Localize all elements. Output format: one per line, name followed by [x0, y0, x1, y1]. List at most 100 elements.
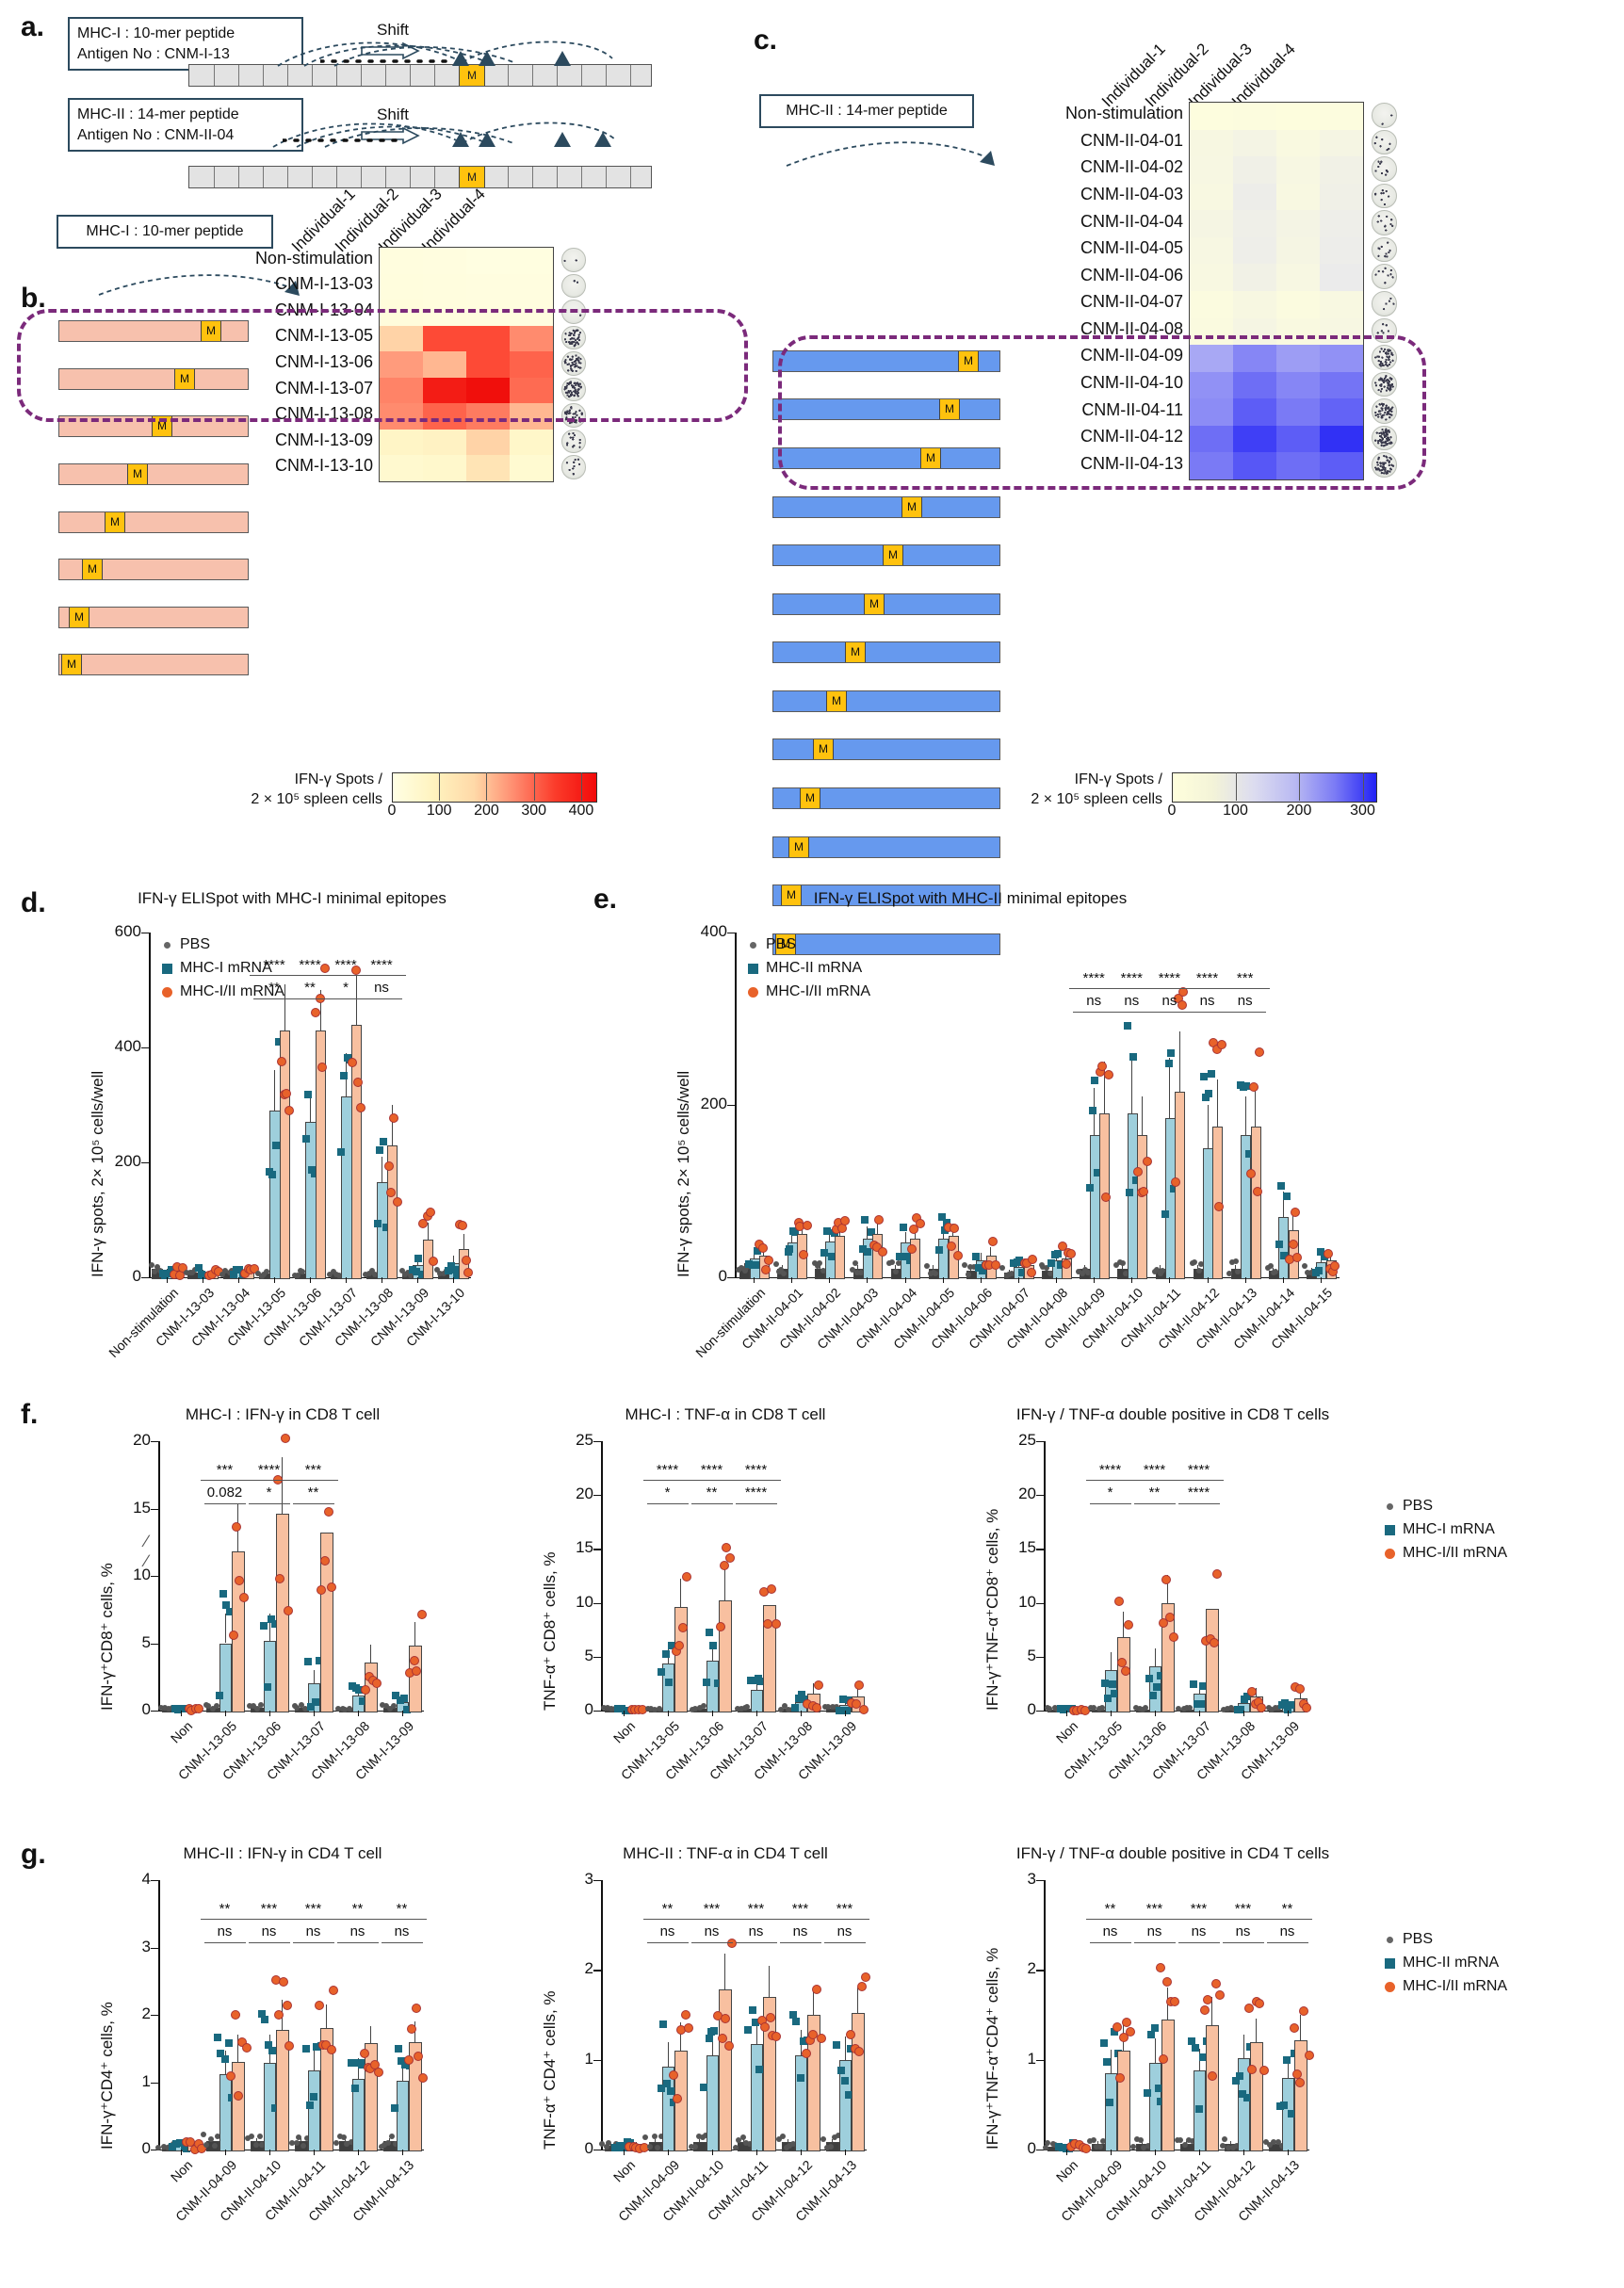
heatmap-cell[interactable]: [510, 455, 553, 481]
bar-mhc-ii-mrna[interactable]: [1128, 1113, 1138, 1279]
heatmap-cell[interactable]: [423, 274, 466, 300]
heatmap-cell[interactable]: [1320, 264, 1363, 291]
heatmap-cell[interactable]: [423, 378, 466, 404]
panel-e-chart[interactable]: 0 200 400 IFN-γ spots, 2× 10⁵ cells/well Non…: [680, 933, 1340, 1281]
heatmap-cell[interactable]: [1190, 426, 1233, 453]
heatmap-cell[interactable]: [466, 351, 510, 378]
heatmap-cell[interactable]: [423, 248, 466, 274]
heatmap-cell[interactable]: [510, 351, 553, 378]
heatmap-cell[interactable]: [1233, 291, 1276, 318]
bar-mhc-ii-mrna[interactable]: [1165, 1118, 1176, 1279]
heatmap-cell[interactable]: [1190, 103, 1233, 130]
heatmap-cell[interactable]: [1276, 452, 1320, 479]
heatmap-cell[interactable]: [1320, 318, 1363, 346]
heatmap-cell[interactable]: [1190, 156, 1233, 184]
heatmap-cell[interactable]: [510, 403, 553, 430]
heatmap-cell[interactable]: [1233, 452, 1276, 479]
heatmap-cell[interactable]: [466, 430, 510, 456]
legend-item-pbs[interactable]: PBS: [1385, 1931, 1507, 1948]
heatmap-cell[interactable]: [423, 351, 466, 378]
heatmap-cell[interactable]: [1320, 184, 1363, 211]
bar-mhc-ii-mrna[interactable]: [1105, 2073, 1117, 2151]
bar-mhc-i-mrna[interactable]: [305, 1122, 316, 1279]
bar-mhc-i-mrna[interactable]: [264, 1641, 276, 1712]
bar-mhc-i-ii-mrna[interactable]: [1251, 1127, 1261, 1279]
legend-item-mhc1-mrna[interactable]: MHC-I mRNA: [1385, 1521, 1507, 1538]
bar-mhc-i-ii-mrna[interactable]: [719, 1600, 731, 1712]
heatmap-cell[interactable]: [1190, 398, 1233, 426]
heatmap-cell[interactable]: [466, 274, 510, 300]
heatmap-cell[interactable]: [380, 326, 423, 352]
bar-mhc-i-ii-mrna[interactable]: [1206, 2025, 1218, 2151]
heatmap-cell[interactable]: [423, 430, 466, 456]
heatmap-cell[interactable]: [1233, 210, 1276, 237]
legend-item[interactable]: MHC-I/II mRNA: [748, 983, 870, 1000]
heatmap-cell[interactable]: [1276, 130, 1320, 157]
bar-mhc-i-ii-mrna[interactable]: [1250, 2042, 1262, 2151]
heatmap-cell[interactable]: [1190, 345, 1233, 372]
bar-mhc-ii-mrna[interactable]: [219, 2074, 232, 2151]
heatmap-cell[interactable]: [1276, 184, 1320, 211]
heatmap-cell[interactable]: [1190, 372, 1233, 399]
bar-mhc-i-ii-mrna[interactable]: [280, 1030, 290, 1279]
bar-mhc-ii-mrna[interactable]: [1203, 1148, 1213, 1279]
legend-item-mhc2-mrna[interactable]: MHC-II mRNA: [1385, 1955, 1507, 1972]
heatmap-cell[interactable]: [1320, 156, 1363, 184]
heatmap-cell[interactable]: [423, 300, 466, 326]
heatmap-cell[interactable]: [1320, 237, 1363, 265]
legend-item[interactable]: PBS: [162, 936, 284, 953]
heatmap-cell[interactable]: [1190, 210, 1233, 237]
heatmap-cell[interactable]: [1276, 318, 1320, 346]
heatmap-cell[interactable]: [1320, 398, 1363, 426]
heatmap-cell[interactable]: [1320, 372, 1363, 399]
heatmap-cell[interactable]: [1190, 130, 1233, 157]
heatmap-cell[interactable]: [510, 274, 553, 300]
heatmap-cell[interactable]: [1320, 345, 1363, 372]
panel-f1-chart[interactable]: 0 5 10 15 20 IFN-γ⁺CD8⁺ cells, % Non CNM-I-13-0…: [104, 1441, 424, 1714]
bar-mhc-i-mrna[interactable]: [219, 1644, 232, 1713]
heatmap-cell[interactable]: [1320, 130, 1363, 157]
heatmap-cell[interactable]: [510, 248, 553, 274]
panel-g2-chart[interactable]: 0 1 2 3 TNF-α⁺ CD4⁺ cells, % Non CNM-II-04-09 C…: [546, 1880, 867, 2153]
heatmap-cell[interactable]: [1276, 291, 1320, 318]
heatmap-cell[interactable]: [1320, 426, 1363, 453]
bar-mhc-i-ii-mrna[interactable]: [1117, 2051, 1129, 2151]
bar-mhc-i-mrna[interactable]: [269, 1111, 280, 1279]
heatmap-cell[interactable]: [1233, 398, 1276, 426]
heatmap-cell[interactable]: [510, 300, 553, 326]
bar-mhc-ii-mrna[interactable]: [1278, 1217, 1289, 1279]
heatmap-cell[interactable]: [1190, 264, 1233, 291]
bar-mhc-ii-mrna[interactable]: [1090, 1135, 1100, 1279]
heatmap-cell[interactable]: [1190, 291, 1233, 318]
panel-g1-chart[interactable]: 0 1 2 3 4 IFN-γ⁺CD4⁺ cells, % Non CNM-II-04-09 C…: [104, 1880, 424, 2153]
bar-mhc-ii-mrna[interactable]: [795, 2055, 807, 2151]
heatmap-cell[interactable]: [466, 300, 510, 326]
heatmap-cell[interactable]: [1233, 103, 1276, 130]
panel-g3-chart[interactable]: 0 1 2 3 IFN-γ⁺TNF-α⁺CD4⁺ cells, % Non CNM-II-0…: [989, 1880, 1309, 2153]
panel-d-chart[interactable]: 0 200 400 600 IFN-γ spots, 2× 10⁵ cells/well…: [94, 933, 471, 1281]
heatmap-cell[interactable]: [380, 430, 423, 456]
heatmap-cell[interactable]: [380, 274, 423, 300]
heatmap-cell[interactable]: [1233, 130, 1276, 157]
heatmap-cell[interactable]: [1320, 452, 1363, 479]
heatmap-cell[interactable]: [380, 378, 423, 404]
heatmap-cell[interactable]: [423, 403, 466, 430]
legend-item[interactable]: MHC-II mRNA: [748, 960, 870, 977]
legend-item-pbs[interactable]: PBS: [1385, 1498, 1507, 1515]
legend-item-mhc12-mrna[interactable]: MHC-I/II mRNA: [1385, 1978, 1507, 1995]
heatmap-cell[interactable]: [1190, 318, 1233, 346]
bar-mhc-i-ii-mrna[interactable]: [835, 1236, 845, 1279]
heatmap-cell[interactable]: [1276, 372, 1320, 399]
heatmap-cell[interactable]: [1233, 426, 1276, 453]
heatmap-cell[interactable]: [423, 326, 466, 352]
heatmap-cell[interactable]: [510, 430, 553, 456]
bar-mhc-i-mrna[interactable]: [751, 1690, 763, 1712]
panel-f2-chart[interactable]: 0 5 10 15 20 25 TNF-α⁺ CD8⁺ cells, % Non CNM-I-1…: [546, 1441, 867, 1714]
bar-mhc-ii-mrna[interactable]: [397, 2081, 409, 2151]
heatmap-cell[interactable]: [1320, 103, 1363, 130]
heatmap-cell[interactable]: [1276, 398, 1320, 426]
heatmap-cell[interactable]: [1320, 291, 1363, 318]
heatmap-cell[interactable]: [1233, 345, 1276, 372]
bar-mhc-i-ii-mrna[interactable]: [1161, 2020, 1174, 2151]
panel-f3-chart[interactable]: 0 5 10 15 20 25 IFN-γ⁺TNF-α⁺CD8⁺ cells, % Non CN…: [989, 1441, 1309, 1714]
